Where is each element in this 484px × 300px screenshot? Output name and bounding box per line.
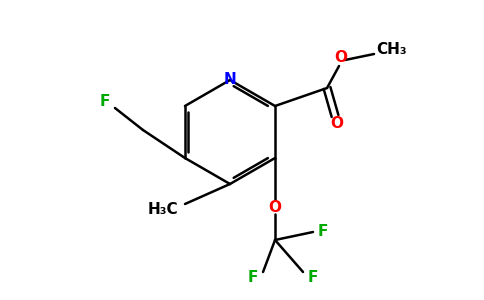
Text: O: O [334, 50, 348, 65]
Text: O: O [331, 116, 344, 131]
Text: H₃C: H₃C [148, 202, 178, 217]
Text: F: F [248, 271, 258, 286]
Text: N: N [224, 73, 236, 88]
Text: F: F [308, 271, 318, 286]
Text: F: F [318, 224, 328, 239]
Text: O: O [269, 200, 282, 215]
Text: F: F [100, 94, 110, 110]
Text: CH₃: CH₃ [377, 43, 408, 58]
